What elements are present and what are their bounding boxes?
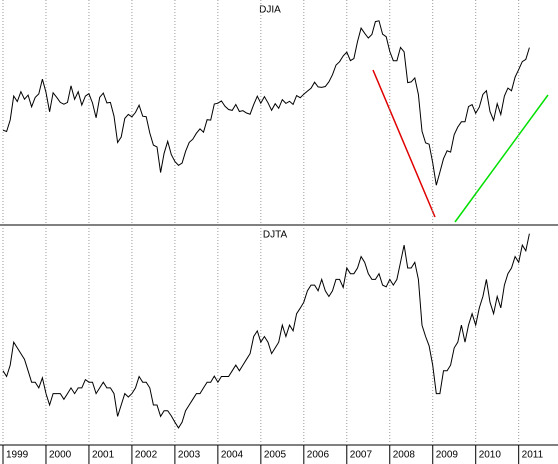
trend-line [372, 69, 436, 218]
x-tick-label: 2008 [393, 450, 416, 461]
x-tick-label: 2010 [479, 450, 502, 461]
x-tick-label: 2002 [135, 450, 158, 461]
trend-line [454, 94, 549, 223]
x-tick-label: 2007 [350, 450, 373, 461]
x-tick-label: 1999 [6, 450, 29, 461]
x-tick-label: 2005 [264, 450, 287, 461]
x-tick-label: 2003 [178, 450, 201, 461]
x-tick-label: 2009 [436, 450, 459, 461]
chart-title: DJTA [263, 230, 288, 241]
x-tick-label: 2000 [49, 450, 72, 461]
x-tick-label: 2006 [307, 450, 330, 461]
x-tick-label: 2001 [92, 450, 115, 461]
line-series [2, 233, 530, 429]
chart-title: DJIA [259, 5, 281, 16]
x-tick-label: 2004 [221, 450, 244, 461]
x-tick-label: 2011 [522, 450, 544, 461]
line-series [2, 20, 530, 186]
